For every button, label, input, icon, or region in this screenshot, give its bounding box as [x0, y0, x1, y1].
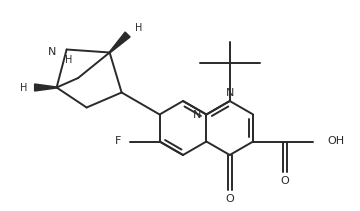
- Text: H: H: [135, 23, 142, 32]
- Polygon shape: [109, 32, 130, 53]
- Text: N: N: [193, 110, 201, 119]
- Text: N: N: [48, 46, 57, 57]
- Text: O: O: [225, 194, 234, 204]
- Text: N: N: [226, 88, 234, 98]
- Text: H: H: [20, 83, 28, 92]
- Polygon shape: [35, 84, 57, 91]
- Text: F: F: [115, 137, 122, 146]
- Text: O: O: [281, 176, 289, 185]
- Text: H: H: [64, 54, 72, 65]
- Text: OH: OH: [327, 137, 344, 146]
